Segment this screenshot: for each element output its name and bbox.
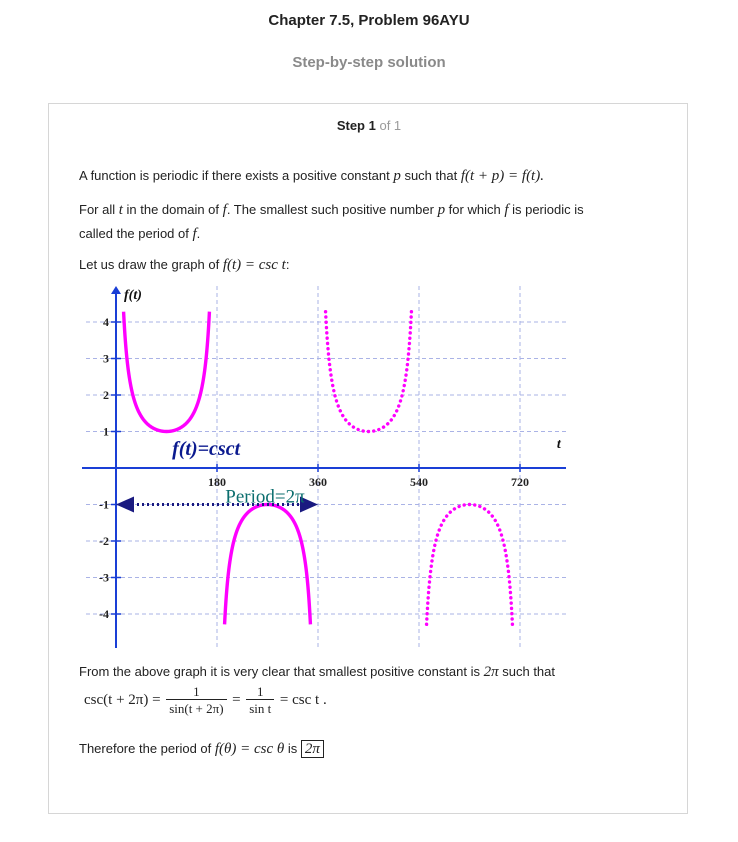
period-arrow-left-icon xyxy=(116,496,134,513)
x-tick-label: 540 xyxy=(410,475,428,489)
text-span: called the period of xyxy=(79,226,193,241)
math-var: p xyxy=(393,168,401,184)
annotations: f(t)=csct Period=2π xyxy=(116,438,318,513)
fraction-denominator: sin(t + 2π) xyxy=(166,699,227,717)
math-var: f xyxy=(222,202,227,218)
curve-branch-4 xyxy=(424,502,515,627)
definition-paragraph: A function is periodic if there exists a… xyxy=(79,164,679,188)
period-arrow-right-icon xyxy=(300,496,318,513)
text-span: For all xyxy=(79,202,119,217)
math-expression: f(t + p) = f(t). xyxy=(460,168,544,184)
math-var: p xyxy=(437,202,446,218)
domain-paragraph: For all t in the domain of f. The smalle… xyxy=(79,198,679,246)
y-axis-label: f(t) xyxy=(124,288,142,303)
step-header: Step 1 of 1 xyxy=(0,118,738,133)
fraction-1: 1 sin(t + 2π) xyxy=(166,684,227,717)
identity-equation: csc(t + 2π) = 1 sin(t + 2π) = 1 sin t = … xyxy=(84,684,684,717)
equation-equals: = xyxy=(232,691,241,708)
fraction-2: 1 sin t xyxy=(246,684,275,717)
fraction-numerator: 1 xyxy=(257,684,264,699)
x-tick-label: 720 xyxy=(511,475,529,489)
y-tick-label: 1 xyxy=(103,425,109,439)
text-span: for which xyxy=(445,202,505,217)
tick-labels: -4 -3 -2 -1 1 2 3 4 180 360 540 720 f(t) t xyxy=(99,288,562,621)
curve-branch-2 xyxy=(222,502,313,625)
text-span: in the domain of xyxy=(122,202,223,217)
fraction-numerator: 1 xyxy=(193,684,200,699)
math-expression: f(θ) = csc θ xyxy=(214,741,285,757)
text-span: : xyxy=(285,257,290,272)
text-span: . The smallest such positive number xyxy=(226,202,438,217)
text-span: . xyxy=(196,226,201,241)
text-span: From the above graph it is very clear th… xyxy=(79,664,484,679)
math-expression: f(t) = csc t xyxy=(222,257,286,273)
y-tick-label: -3 xyxy=(99,571,109,585)
text-span: is periodic is xyxy=(508,202,584,217)
math-var: t xyxy=(118,202,123,218)
period-label: Period=2π xyxy=(225,487,305,508)
text-span: is xyxy=(284,741,301,756)
text-span: such that xyxy=(400,168,461,183)
math-expression: 2π xyxy=(483,664,499,680)
y-tick-label: -1 xyxy=(99,498,109,512)
step-label: Step 1 xyxy=(336,118,376,133)
answer-box: 2π xyxy=(300,740,324,758)
function-label: f(t)=csct xyxy=(172,438,241,460)
text-span: Therefore the period of xyxy=(79,741,215,756)
y-tick-label: 3 xyxy=(103,352,109,366)
axes xyxy=(82,286,566,648)
x-tick-label: 180 xyxy=(208,475,226,489)
y-tick-label: 2 xyxy=(103,388,109,402)
final-answer-paragraph: Therefore the period of f(θ) = csc θ is … xyxy=(79,737,679,761)
text-span: Let us draw the graph of xyxy=(79,257,223,272)
text-span: such that xyxy=(498,664,556,679)
x-axis-label: t xyxy=(557,437,562,452)
x-tick-label: 360 xyxy=(309,475,327,489)
solution-subtitle: Step-by-step solution xyxy=(292,54,446,71)
csc-graph: -4 -3 -2 -1 1 2 3 4 180 360 540 720 f(t) t f(t)=csct P… xyxy=(82,286,566,648)
solution-card xyxy=(48,103,688,814)
y-tick-label: 4 xyxy=(103,315,109,329)
graph-intro-paragraph: Let us draw the graph of f(t) = csc t: xyxy=(79,253,679,277)
y-tick-label: -2 xyxy=(99,534,109,548)
fraction-denominator: sin t xyxy=(246,699,275,717)
math-var: f xyxy=(504,202,509,218)
curve-branch-1 xyxy=(121,311,212,434)
page-title: Chapter 7.5, Problem 96AYU xyxy=(268,12,470,29)
curve-branch-3 xyxy=(323,309,414,434)
y-axis-arrow-icon xyxy=(111,286,121,294)
y-tick-label: -4 xyxy=(99,607,109,621)
text-span: A function is periodic if there exists a… xyxy=(79,168,394,183)
equation-lhs: csc(t + 2π) = xyxy=(84,691,161,708)
step-count: of 1 xyxy=(379,118,402,133)
conclusion-paragraph: From the above graph it is very clear th… xyxy=(79,660,679,684)
math-var: f xyxy=(192,226,197,242)
equation-rhs: = csc t . xyxy=(279,691,327,708)
